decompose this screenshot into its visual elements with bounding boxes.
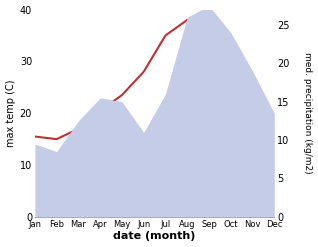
Y-axis label: max temp (C): max temp (C) <box>5 80 16 147</box>
Y-axis label: med. precipitation (kg/m2): med. precipitation (kg/m2) <box>303 52 313 174</box>
X-axis label: date (month): date (month) <box>114 231 196 242</box>
